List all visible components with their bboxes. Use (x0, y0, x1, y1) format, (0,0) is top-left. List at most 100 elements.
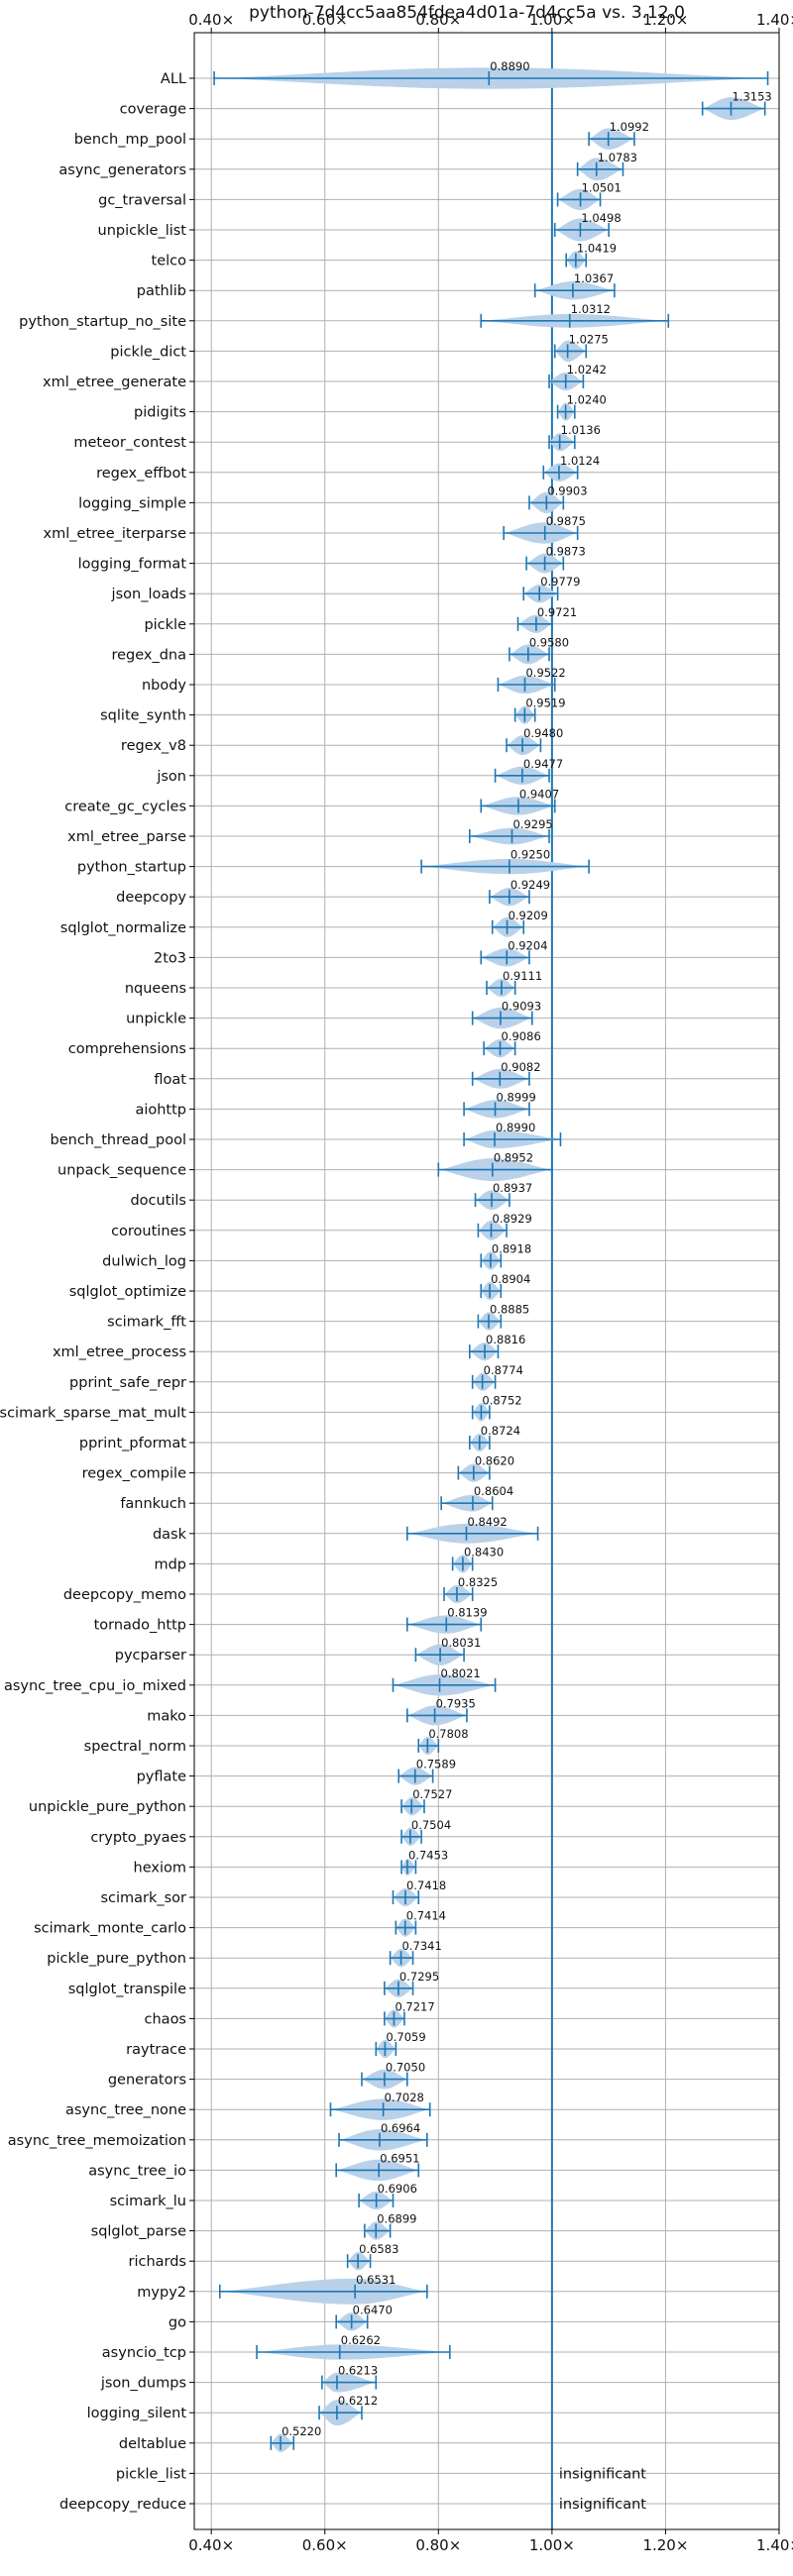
value-label: 0.8952 (494, 1151, 533, 1165)
benchmark-label: comprehensions (68, 1041, 186, 1057)
benchmark-label: coverage (120, 102, 186, 118)
violin-logging_format (525, 553, 565, 574)
benchmark-label: async_tree_memoization (8, 2133, 186, 2149)
benchmark-label: deepcopy (116, 890, 186, 906)
benchmark-label: pidigits (134, 405, 186, 421)
benchmark-label: pprint_safe_repr (69, 1375, 186, 1391)
value-label: 1.0419 (577, 242, 617, 256)
value-label: 0.7341 (402, 1939, 442, 1953)
value-label: 1.0783 (598, 151, 637, 164)
benchmark-label: regex_effbot (96, 466, 186, 482)
violin-coverage (701, 97, 766, 121)
benchmark-label: hexiom (134, 1860, 186, 1876)
violin-scimark_lu (358, 2191, 395, 2210)
benchmark-label: unpickle_pure_python (29, 1799, 186, 1815)
benchmark-label: aiohttp (135, 1102, 186, 1118)
value-label: 0.9111 (503, 969, 542, 983)
violin-chaos (384, 2009, 405, 2028)
benchmark-label: xml_etree_process (53, 1344, 186, 1360)
violin-async_tree_memoization (338, 2129, 428, 2151)
value-label: 0.8904 (491, 1272, 530, 1286)
value-label: 0.6212 (338, 2394, 378, 2408)
benchmark-label: asyncio_tcp (102, 2345, 186, 2361)
violin-async_tree_none (329, 2098, 431, 2120)
violin-python_startup_no_site (480, 313, 670, 328)
value-label: 0.7059 (386, 2030, 425, 2044)
top-tick-label: 0.80× (415, 11, 461, 29)
value-label: 0.7935 (436, 1696, 476, 1710)
benchmark-label: regex_v8 (121, 738, 186, 754)
benchmark-label: raytrace (126, 2042, 186, 2058)
benchmark-label: scimark_sor (100, 1890, 186, 1906)
violin-unpickle_list (553, 218, 610, 242)
benchmark-label: regex_dna (111, 647, 186, 663)
benchmark-label: unpack_sequence (57, 1163, 186, 1179)
benchmark-label: go (169, 2314, 186, 2330)
benchmark-label: python_startup (77, 860, 186, 876)
benchmark-label: pickle_dict (110, 344, 186, 360)
violin-pidigits (556, 402, 576, 421)
violin-pprint_pformat (469, 1433, 491, 1452)
benchmark-label: python_startup_no_site (19, 314, 186, 330)
benchmark-label: nbody (142, 678, 186, 694)
value-label: 0.7028 (385, 2091, 424, 2104)
benchmark-label: pickle_list (116, 2466, 186, 2482)
violin-meteor_contest (548, 433, 576, 452)
benchmark-label: async_tree_none (65, 2102, 186, 2118)
violin-float (471, 1068, 530, 1089)
grid-layer (194, 33, 780, 2529)
benchmark-label: ALL (161, 71, 186, 87)
violin-pycparser (414, 1644, 465, 1665)
violin-dulwich_log (480, 1251, 503, 1270)
value-label: 0.9779 (540, 575, 580, 589)
violin-sqlite_synth (513, 705, 536, 724)
violin-unpack_sequence (437, 1158, 553, 1182)
violin-xml_etree_generate (548, 372, 585, 391)
violin-sqlglot_normalize (491, 916, 525, 937)
value-label: 1.0312 (571, 302, 611, 316)
benchmark-label: sqlglot_transpile (68, 1982, 186, 1997)
value-label: 0.8021 (441, 1666, 481, 1680)
value-label: 0.9093 (502, 1000, 541, 1014)
value-label: 0.6951 (380, 2151, 419, 2165)
top-tick-label: 1.20× (642, 11, 688, 29)
benchmark-label: gc_traversal (98, 192, 186, 208)
violin-mako (406, 1705, 468, 1726)
value-label: 0.7808 (428, 1727, 468, 1741)
violin-hexiom (400, 1858, 417, 1876)
value-label: 1.0136 (561, 423, 601, 437)
benchmark-label: async_tree_io (88, 2163, 186, 2179)
benchmark-label: scimark_fft (107, 1315, 186, 1331)
benchmark-label: json_dumps (100, 2376, 186, 2392)
value-label: 0.9086 (502, 1029, 541, 1043)
violin-sqlglot_transpile (384, 1979, 414, 1997)
benchmark-label: sqlite_synth (100, 708, 186, 724)
benchmark-label: bench_mp_pool (74, 132, 186, 148)
violin-richards (346, 2252, 372, 2271)
bottom-tick-label: 1.20× (642, 2536, 688, 2554)
violin-json_dumps (321, 2372, 378, 2393)
benchmark-label: chaos (145, 2011, 186, 2027)
violin-comprehensions (483, 1039, 516, 1058)
value-label: 0.6470 (353, 2303, 393, 2316)
violin-docutils (474, 1190, 510, 1211)
violin-scimark_sor (392, 1887, 420, 1907)
violin-regex_dna (509, 644, 550, 665)
benchmark-label: scimark_lu (110, 2194, 186, 2209)
value-label: 0.8918 (492, 1241, 531, 1255)
violin-async_generators (576, 158, 624, 181)
value-label: 1.0124 (560, 454, 600, 468)
bottom-tick-label: 1.40× (756, 2536, 793, 2554)
violin-gc_traversal (556, 188, 602, 211)
insignificant-label: insignificant (559, 2497, 646, 2513)
axis-layer: 0.40× 0.40× 0.60× 0.60× 0.80× 0.80× 1.00× 1.00×… (188, 11, 793, 2554)
value-label: 0.6213 (338, 2364, 378, 2378)
value-label: 0.7414 (406, 1909, 446, 1923)
violin-pickle_pure_python (389, 1949, 414, 1968)
benchmark-label: pickle (144, 617, 186, 633)
benchmark-label: meteor_contest (73, 435, 186, 451)
violin-raytrace (375, 2039, 397, 2059)
violin-python_startup (420, 858, 590, 875)
value-label: 0.9875 (546, 514, 586, 528)
value-label: 1.0498 (581, 211, 621, 225)
